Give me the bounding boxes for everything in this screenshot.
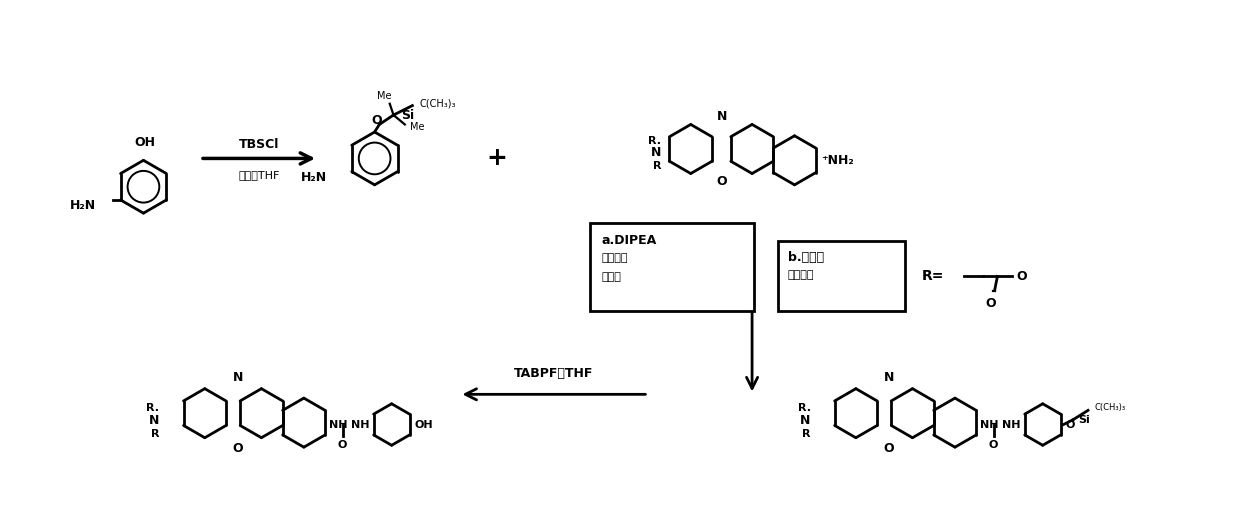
Text: 二氯甲烷: 二氯甲烷 bbox=[788, 270, 814, 280]
Text: Si: Si bbox=[401, 109, 414, 121]
Text: O: O bbox=[716, 176, 727, 188]
Text: N: N bbox=[716, 110, 727, 122]
Text: N: N bbox=[800, 414, 810, 427]
Text: C(CH₃)₃: C(CH₃)₃ bbox=[420, 99, 456, 109]
Text: R.: R. bbox=[146, 403, 160, 413]
Text: R: R bbox=[151, 429, 160, 439]
Text: NH: NH bbox=[351, 420, 369, 429]
Text: NH: NH bbox=[980, 420, 999, 429]
Text: R.: R. bbox=[648, 136, 662, 146]
Text: O: O bbox=[372, 114, 382, 127]
Text: a.DIPEA: a.DIPEA bbox=[601, 234, 657, 247]
Text: OH: OH bbox=[414, 420, 432, 429]
Text: R.: R. bbox=[798, 403, 810, 413]
Text: O: O bbox=[985, 297, 996, 310]
Text: N: N bbox=[149, 414, 160, 427]
Text: +: + bbox=[487, 146, 508, 170]
Text: N: N bbox=[233, 371, 243, 384]
FancyBboxPatch shape bbox=[590, 222, 755, 311]
Text: OH: OH bbox=[135, 136, 156, 149]
Text: N: N bbox=[652, 146, 662, 159]
FancyBboxPatch shape bbox=[778, 242, 904, 311]
Text: b.三乙胺: b.三乙胺 bbox=[788, 251, 824, 264]
Text: H₂N: H₂N bbox=[71, 199, 97, 212]
Text: O: O bbox=[233, 443, 243, 455]
Text: O: O bbox=[1066, 420, 1074, 429]
Text: NH: NH bbox=[1002, 420, 1021, 429]
Text: ⁺NH₂: ⁺NH₂ bbox=[821, 154, 854, 167]
Text: H₂N: H₂N bbox=[301, 171, 327, 184]
Text: TBSCl: TBSCl bbox=[239, 138, 279, 151]
Text: O: O bbox=[883, 443, 895, 455]
Text: N: N bbox=[883, 371, 895, 384]
Text: C(CH₃)₃: C(CH₃)₃ bbox=[1094, 403, 1126, 412]
Text: 二氯甲烷: 二氯甲烷 bbox=[601, 253, 628, 263]
Text: O: O bbox=[338, 439, 347, 450]
Text: R=: R= bbox=[922, 269, 944, 284]
Text: 三光气: 三光气 bbox=[601, 272, 621, 281]
Text: NH: NH bbox=[330, 420, 348, 429]
Text: R: R bbox=[802, 429, 810, 439]
Text: R: R bbox=[653, 161, 662, 171]
Text: Me: Me bbox=[410, 122, 425, 132]
Text: TABPF、THF: TABPF、THF bbox=[514, 367, 593, 380]
Text: 咪唑、THF: 咪唑、THF bbox=[238, 170, 280, 180]
Text: Si: Si bbox=[1079, 415, 1090, 425]
Text: O: O bbox=[989, 439, 999, 450]
Text: O: O bbox=[1016, 270, 1027, 283]
Text: Me: Me bbox=[377, 91, 392, 101]
